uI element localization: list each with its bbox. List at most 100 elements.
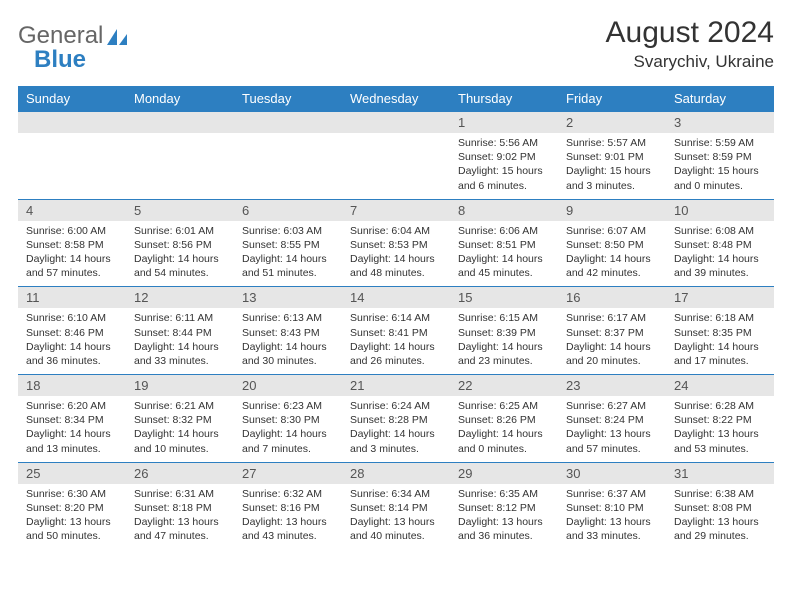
sunrise-line: Sunrise: 6:18 AM <box>674 311 766 325</box>
sunset-line: Sunset: 8:43 PM <box>242 326 334 340</box>
daylight-line: Daylight: 14 hours and 20 minutes. <box>566 340 658 368</box>
day-number: 30 <box>558 462 666 484</box>
dow-thursday: Thursday <box>450 86 558 112</box>
daylight-line: Daylight: 15 hours and 3 minutes. <box>566 164 658 192</box>
sunset-line: Sunset: 8:10 PM <box>566 501 658 515</box>
day-detail: Sunrise: 6:21 AMSunset: 8:32 PMDaylight:… <box>126 396 234 462</box>
sunset-line: Sunset: 8:53 PM <box>350 238 442 252</box>
day-detail: Sunrise: 6:24 AMSunset: 8:28 PMDaylight:… <box>342 396 450 462</box>
sunrise-line: Sunrise: 6:01 AM <box>134 224 226 238</box>
sunrise-line: Sunrise: 6:31 AM <box>134 487 226 501</box>
sunrise-line: Sunrise: 6:25 AM <box>458 399 550 413</box>
daylight-line: Daylight: 14 hours and 33 minutes. <box>134 340 226 368</box>
week-detail-row: Sunrise: 6:00 AMSunset: 8:58 PMDaylight:… <box>18 221 774 287</box>
day-number: 16 <box>558 287 666 309</box>
daylight-line: Daylight: 14 hours and 39 minutes. <box>674 252 766 280</box>
daylight-line: Daylight: 14 hours and 3 minutes. <box>350 427 442 455</box>
day-detail: Sunrise: 5:57 AMSunset: 9:01 PMDaylight:… <box>558 133 666 199</box>
dow-wednesday: Wednesday <box>342 86 450 112</box>
sunrise-line: Sunrise: 6:30 AM <box>26 487 118 501</box>
week-detail-row: Sunrise: 6:20 AMSunset: 8:34 PMDaylight:… <box>18 396 774 462</box>
sunrise-line: Sunrise: 6:17 AM <box>566 311 658 325</box>
day-number <box>342 112 450 134</box>
day-detail: Sunrise: 6:38 AMSunset: 8:08 PMDaylight:… <box>666 484 774 550</box>
dow-tuesday: Tuesday <box>234 86 342 112</box>
week-detail-row: Sunrise: 5:56 AMSunset: 9:02 PMDaylight:… <box>18 133 774 199</box>
day-detail: Sunrise: 6:00 AMSunset: 8:58 PMDaylight:… <box>18 221 126 287</box>
daylight-line: Daylight: 13 hours and 50 minutes. <box>26 515 118 543</box>
sunrise-line: Sunrise: 6:15 AM <box>458 311 550 325</box>
sunset-line: Sunset: 9:01 PM <box>566 150 658 164</box>
sunrise-line: Sunrise: 6:00 AM <box>26 224 118 238</box>
week-daynum-row: 123 <box>18 112 774 134</box>
sunrise-line: Sunrise: 6:08 AM <box>674 224 766 238</box>
daylight-line: Daylight: 14 hours and 57 minutes. <box>26 252 118 280</box>
sunset-line: Sunset: 8:34 PM <box>26 413 118 427</box>
day-number: 21 <box>342 375 450 397</box>
title-block: August 2024 Svarychiv, Ukraine <box>606 16 774 72</box>
sunset-line: Sunset: 8:46 PM <box>26 326 118 340</box>
week-daynum-row: 11121314151617 <box>18 287 774 309</box>
sunrise-line: Sunrise: 6:24 AM <box>350 399 442 413</box>
sunrise-line: Sunrise: 6:03 AM <box>242 224 334 238</box>
day-detail: Sunrise: 6:14 AMSunset: 8:41 PMDaylight:… <box>342 308 450 374</box>
week-daynum-row: 45678910 <box>18 199 774 221</box>
day-detail <box>234 133 342 199</box>
sunrise-line: Sunrise: 6:27 AM <box>566 399 658 413</box>
week-detail-row: Sunrise: 6:30 AMSunset: 8:20 PMDaylight:… <box>18 484 774 550</box>
month-title: August 2024 <box>606 16 774 50</box>
daylight-line: Daylight: 15 hours and 0 minutes. <box>674 164 766 192</box>
sail-icon <box>106 28 128 46</box>
sunrise-line: Sunrise: 6:28 AM <box>674 399 766 413</box>
sunset-line: Sunset: 8:48 PM <box>674 238 766 252</box>
brand-logo: General <box>18 16 130 50</box>
daylight-line: Daylight: 15 hours and 6 minutes. <box>458 164 550 192</box>
day-number: 28 <box>342 462 450 484</box>
day-number: 1 <box>450 112 558 134</box>
header: General August 2024 Svarychiv, Ukraine <box>18 16 774 72</box>
dow-monday: Monday <box>126 86 234 112</box>
day-number <box>18 112 126 134</box>
day-detail: Sunrise: 6:18 AMSunset: 8:35 PMDaylight:… <box>666 308 774 374</box>
daylight-line: Daylight: 14 hours and 54 minutes. <box>134 252 226 280</box>
daylight-line: Daylight: 14 hours and 10 minutes. <box>134 427 226 455</box>
dow-friday: Friday <box>558 86 666 112</box>
day-detail: Sunrise: 5:59 AMSunset: 8:59 PMDaylight:… <box>666 133 774 199</box>
day-detail: Sunrise: 6:17 AMSunset: 8:37 PMDaylight:… <box>558 308 666 374</box>
daylight-line: Daylight: 14 hours and 17 minutes. <box>674 340 766 368</box>
day-detail: Sunrise: 6:10 AMSunset: 8:46 PMDaylight:… <box>18 308 126 374</box>
sunset-line: Sunset: 8:28 PM <box>350 413 442 427</box>
day-number: 12 <box>126 287 234 309</box>
day-number: 9 <box>558 199 666 221</box>
sunset-line: Sunset: 8:59 PM <box>674 150 766 164</box>
dow-row: Sunday Monday Tuesday Wednesday Thursday… <box>18 86 774 112</box>
day-detail: Sunrise: 6:34 AMSunset: 8:14 PMDaylight:… <box>342 484 450 550</box>
day-number: 20 <box>234 375 342 397</box>
day-number: 22 <box>450 375 558 397</box>
day-detail: Sunrise: 5:56 AMSunset: 9:02 PMDaylight:… <box>450 133 558 199</box>
sunset-line: Sunset: 8:20 PM <box>26 501 118 515</box>
sunrise-line: Sunrise: 6:35 AM <box>458 487 550 501</box>
brand-part2: Blue <box>34 46 86 74</box>
sunset-line: Sunset: 8:44 PM <box>134 326 226 340</box>
sunset-line: Sunset: 8:24 PM <box>566 413 658 427</box>
day-detail: Sunrise: 6:04 AMSunset: 8:53 PMDaylight:… <box>342 221 450 287</box>
sunrise-line: Sunrise: 6:10 AM <box>26 311 118 325</box>
day-number: 14 <box>342 287 450 309</box>
daylight-line: Daylight: 14 hours and 7 minutes. <box>242 427 334 455</box>
day-detail: Sunrise: 6:30 AMSunset: 8:20 PMDaylight:… <box>18 484 126 550</box>
sunrise-line: Sunrise: 6:11 AM <box>134 311 226 325</box>
location: Svarychiv, Ukraine <box>606 52 774 72</box>
day-detail: Sunrise: 6:01 AMSunset: 8:56 PMDaylight:… <box>126 221 234 287</box>
day-number <box>234 112 342 134</box>
sunset-line: Sunset: 8:50 PM <box>566 238 658 252</box>
daylight-line: Daylight: 14 hours and 51 minutes. <box>242 252 334 280</box>
day-detail <box>18 133 126 199</box>
day-number: 5 <box>126 199 234 221</box>
daylight-line: Daylight: 13 hours and 36 minutes. <box>458 515 550 543</box>
day-number: 27 <box>234 462 342 484</box>
daylight-line: Daylight: 14 hours and 30 minutes. <box>242 340 334 368</box>
daylight-line: Daylight: 14 hours and 13 minutes. <box>26 427 118 455</box>
day-detail: Sunrise: 6:32 AMSunset: 8:16 PMDaylight:… <box>234 484 342 550</box>
sunset-line: Sunset: 8:56 PM <box>134 238 226 252</box>
